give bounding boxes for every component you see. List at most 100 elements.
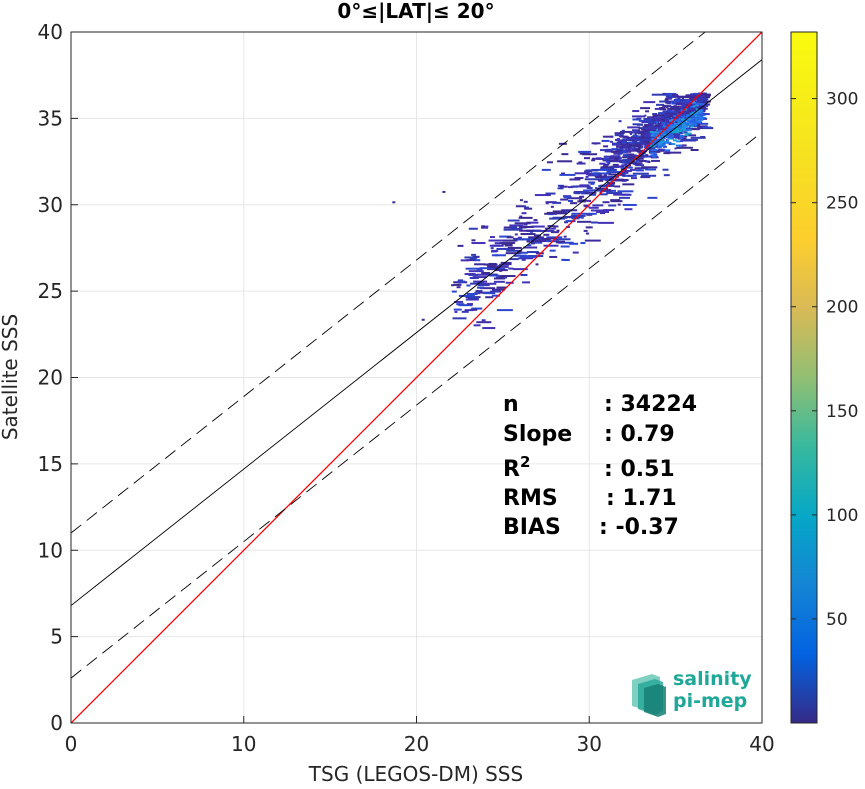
density-cell: [632, 118, 640, 121]
density-cell: [480, 287, 496, 290]
density-cell: [502, 239, 514, 242]
density-cell: [471, 307, 483, 310]
density-cell: [499, 269, 503, 272]
density-cell: [458, 304, 473, 307]
density-cell: [662, 145, 667, 148]
density-cell-high: [668, 134, 672, 137]
density-cell: [554, 238, 571, 241]
density-cell: [655, 114, 665, 117]
density-cell: [591, 221, 599, 224]
density-cell: [676, 113, 679, 116]
density-cell-high: [694, 124, 697, 127]
density-cell: [613, 193, 630, 196]
density-cell: [640, 135, 645, 138]
density-cell: [610, 155, 620, 158]
density-cell: [530, 240, 546, 243]
density-cell: [518, 216, 533, 219]
x-tick-label: 0: [65, 732, 78, 756]
density-cell: [477, 284, 490, 287]
density-cell: [662, 120, 666, 123]
density-cell: [638, 143, 643, 146]
density-cell-high: [669, 127, 673, 130]
density-cell-high: [689, 121, 696, 124]
density-cell: [595, 187, 598, 190]
density-cell: [597, 173, 602, 176]
density-cell: [680, 103, 684, 106]
density-cell: [659, 112, 667, 115]
density-cell: [458, 279, 464, 282]
density-cell: [665, 97, 673, 100]
density-cell: [599, 149, 607, 152]
stat-value: : 0.79: [604, 422, 675, 447]
density-cell: [665, 138, 668, 141]
density-cell: [659, 108, 667, 111]
density-cell-high: [653, 141, 658, 144]
density-cell: [466, 292, 478, 295]
density-cell: [620, 130, 633, 133]
density-cell: [605, 148, 613, 151]
density-cell: [518, 257, 534, 260]
density-cell: [493, 280, 505, 283]
density-cell: [489, 274, 500, 277]
stat-label: RMS: [503, 486, 558, 511]
density-cell: [572, 251, 579, 254]
density-cell: [611, 150, 621, 153]
density-cell: [523, 223, 528, 226]
density-cell: [664, 98, 669, 101]
density-cell: [442, 190, 446, 193]
density-cell: [649, 118, 658, 121]
density-cell: [703, 103, 711, 106]
density-cell-high: [681, 122, 685, 125]
density-cell-high: [654, 143, 659, 146]
density-cell: [571, 212, 586, 215]
density-cell-high: [651, 138, 654, 141]
density-cell: [634, 148, 641, 151]
density-cell: [526, 251, 539, 254]
density-cell-high: [667, 137, 672, 140]
density-cell: [665, 151, 682, 154]
density-cell: [511, 226, 518, 229]
density-cell: [617, 153, 620, 156]
density-cell: [651, 159, 661, 162]
density-cell: [509, 258, 519, 261]
density-cell: [643, 140, 652, 143]
density-cell: [676, 99, 685, 102]
density-cell: [653, 145, 659, 148]
density-cell-high: [680, 128, 685, 131]
density-cell: [481, 282, 497, 285]
density-cell: [653, 120, 657, 123]
y-axis-ticks: 0 5 10 15 20 25 30 35 40: [38, 20, 78, 735]
density-cell: [695, 98, 702, 101]
density-cell: [514, 222, 531, 225]
density-cell: [587, 174, 600, 177]
density-cell: [693, 122, 709, 125]
density-cell: [658, 123, 665, 126]
density-cell: [681, 105, 687, 108]
density-cell-high: [687, 123, 694, 126]
density-cell: [508, 267, 514, 270]
density-cell-high: [664, 149, 671, 152]
density-cell: [598, 179, 604, 182]
density-cell: [569, 178, 581, 181]
density-cell: [662, 105, 672, 108]
density-cell: [465, 267, 482, 270]
density-cell-high: [656, 139, 659, 142]
density-cell: [541, 168, 551, 171]
density-cell: [471, 239, 476, 242]
density-cell: [630, 146, 633, 149]
density-cell: [465, 298, 479, 301]
density-cell: [653, 116, 662, 119]
density-cell: [550, 205, 554, 208]
density-cell-high: [690, 114, 695, 117]
density-cell: [454, 300, 464, 303]
x-tick-label: 20: [404, 732, 429, 756]
density-cell: [570, 202, 578, 205]
density-cell: [588, 181, 596, 184]
density-cell: [470, 308, 478, 311]
density-cell-high: [685, 108, 688, 111]
density-cell: [545, 192, 556, 195]
density-cell: [634, 161, 638, 164]
density-cell: [622, 203, 637, 206]
density-cell: [451, 290, 457, 293]
density-cell: [545, 201, 557, 204]
